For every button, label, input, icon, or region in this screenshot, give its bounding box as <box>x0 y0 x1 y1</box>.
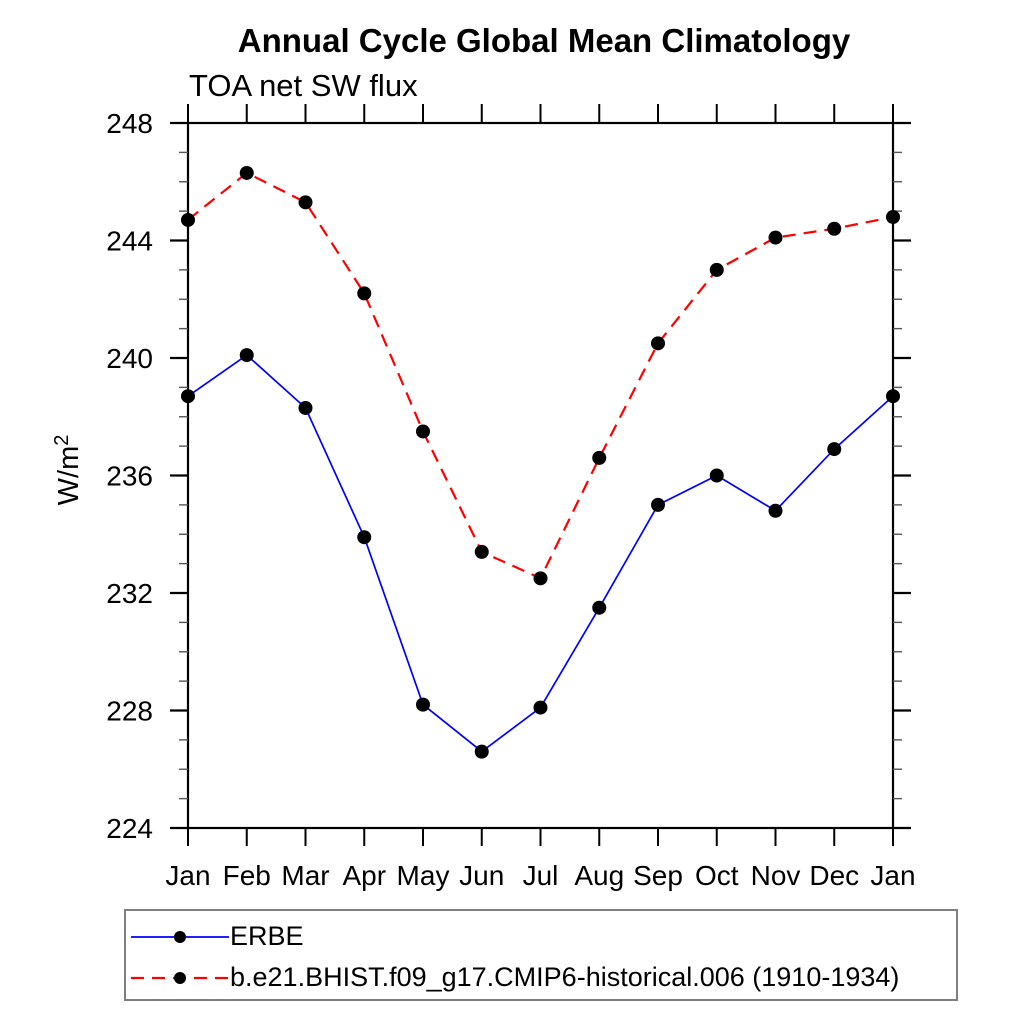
data-point-marker <box>592 600 607 615</box>
data-point-marker <box>768 230 783 245</box>
chart-subtitle: TOA net SW flux <box>189 68 418 103</box>
data-point-marker <box>709 262 724 277</box>
data-point-marker <box>298 195 313 210</box>
data-point-marker <box>886 210 900 224</box>
data-point-marker <box>886 389 900 404</box>
legend-sample-marker <box>174 971 186 984</box>
y-tick-label: 224 <box>106 813 153 844</box>
y-tick-label: 244 <box>106 226 153 257</box>
plot-border <box>186 121 895 830</box>
data-point-marker <box>181 212 195 227</box>
y-tick-label: 236 <box>106 461 153 492</box>
legend-sample-marker <box>174 930 186 943</box>
chart-legend: ERBE b.e21.BHIST.f09_g17.CMIP6-historica… <box>124 909 958 1001</box>
x-tick-label: Dec <box>809 860 859 891</box>
legend-label-erbe: ERBE <box>230 921 304 951</box>
data-point-marker <box>533 700 548 715</box>
x-tick-label: Aug <box>574 860 624 891</box>
legend-item-erbe: ERBE <box>126 916 956 957</box>
x-tick-label: Oct <box>695 860 739 891</box>
data-point-marker <box>357 286 372 301</box>
x-tick-label: Feb <box>223 860 271 891</box>
legend-line-sample-erbe <box>131 930 229 943</box>
data-point-marker <box>592 450 607 465</box>
y-tick-label: 232 <box>106 578 153 609</box>
x-tick-label: Jan <box>870 860 915 891</box>
data-point-marker <box>474 544 489 559</box>
x-tick-label: Sep <box>633 860 683 891</box>
data-point-marker <box>474 744 489 759</box>
data-point-marker <box>651 336 665 351</box>
data-point-marker <box>827 442 842 457</box>
data-point-marker <box>416 424 430 439</box>
data-point-marker <box>239 165 254 180</box>
data-point-marker <box>827 221 842 236</box>
series-line-1 <box>187 171 894 580</box>
x-tick-label: Apr <box>342 860 386 891</box>
data-point-marker <box>709 468 724 483</box>
data-point-marker <box>357 530 372 545</box>
x-tick-label: Jan <box>165 860 210 891</box>
x-tick-label: May <box>397 860 450 891</box>
data-point-marker <box>298 400 313 415</box>
data-point-marker <box>181 389 195 404</box>
data-point-marker <box>533 571 548 586</box>
x-tick-label: Jul <box>523 860 559 891</box>
data-point-marker <box>768 503 783 518</box>
y-tick-label: 240 <box>106 343 153 374</box>
legend-line-sample-model <box>131 971 229 984</box>
legend-item-model: b.e21.BHIST.f09_g17.CMIP6-historical.006… <box>126 957 956 998</box>
data-point-marker <box>651 497 665 512</box>
y-axis-title: W/m2 <box>51 435 85 506</box>
x-tick-label: Mar <box>281 860 329 891</box>
x-tick-label: Jun <box>459 860 504 891</box>
x-tick-label: Nov <box>751 860 801 891</box>
y-tick-label: 228 <box>106 696 153 727</box>
legend-label-model: b.e21.BHIST.f09_g17.CMIP6-historical.006… <box>230 962 900 992</box>
y-tick-label: 248 <box>106 108 153 139</box>
chart-title: Annual Cycle Global Mean Climatology <box>237 22 851 59</box>
data-point-marker <box>239 348 254 363</box>
data-point-marker <box>416 697 430 712</box>
series-line-0 <box>187 354 894 753</box>
